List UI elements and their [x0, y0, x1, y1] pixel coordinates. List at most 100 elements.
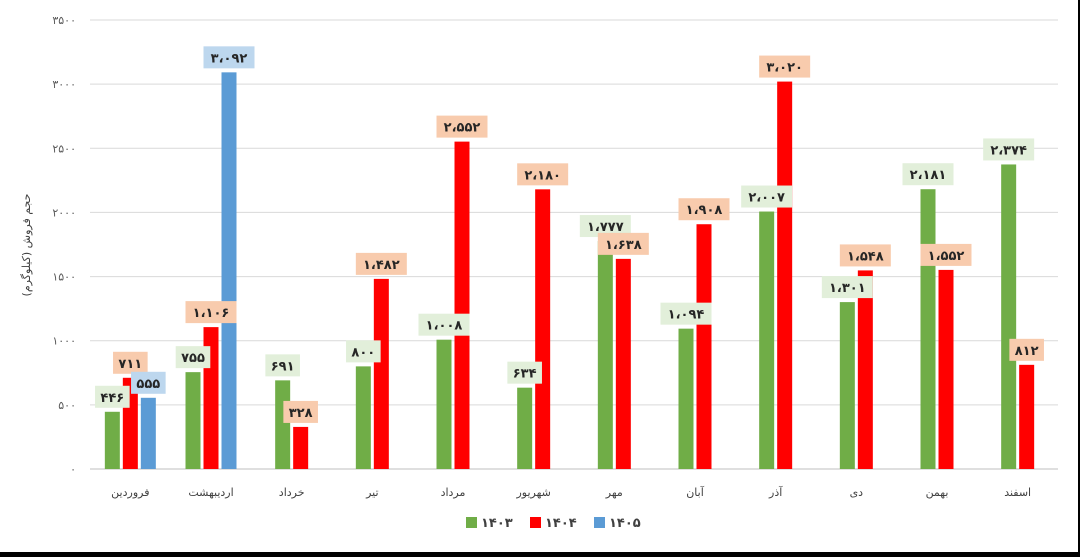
- data-label: ۱،۱۰۶: [185, 301, 237, 324]
- data-label: ۱،۳۰۱: [821, 276, 873, 299]
- bar: [938, 269, 954, 469]
- data-label-text: ۷۱۱: [118, 357, 142, 372]
- bar: [920, 189, 936, 469]
- data-label: ۲،۱۸۱: [902, 163, 954, 186]
- data-label: ۱،۶۳۸: [597, 232, 649, 255]
- bar: [454, 141, 470, 469]
- data-label-text: ۱،۰۹۴: [668, 308, 705, 323]
- y-tick-label: ۱۵۰۰: [52, 271, 76, 284]
- data-label-text: ۶۳۴: [513, 367, 537, 382]
- data-label-text: ۵۵۵: [136, 377, 160, 392]
- y-tick-label: ۰: [70, 463, 76, 476]
- bar: [1001, 164, 1017, 469]
- legend-item: ۱۴۰۵: [594, 516, 641, 531]
- x-category-label: خرداد: [279, 486, 305, 499]
- bar: [293, 426, 309, 469]
- bar: [373, 278, 389, 469]
- data-label: ۳،۰۹۲: [203, 46, 255, 69]
- data-label: ۳،۰۲۰: [759, 55, 811, 78]
- data-label: ۱،۰۰۸: [418, 313, 470, 336]
- data-label-text: ۶۹۱: [271, 359, 295, 374]
- data-label: ۶۳۴: [507, 361, 542, 384]
- data-label-box: [983, 138, 1035, 161]
- data-label-box: [185, 301, 237, 324]
- data-label: ۶۹۱: [265, 354, 300, 377]
- legend-label: ۱۴۰۴: [545, 516, 577, 531]
- data-label-text: ۸۱۲: [1015, 344, 1039, 359]
- data-label-box: [821, 276, 873, 299]
- x-category-label: فروردین: [111, 486, 149, 499]
- data-label-text: ۸۰۰: [351, 345, 375, 360]
- bar: [678, 328, 694, 469]
- data-label-text: ۱،۵۵۲: [928, 249, 965, 264]
- data-label: ۵۵۵: [131, 371, 166, 394]
- legend-label: ۱۴۰۳: [481, 516, 513, 531]
- data-label-text: ۲،۳۷۴: [990, 143, 1027, 158]
- bar: [696, 224, 712, 469]
- bar: [535, 189, 551, 469]
- data-label-box: [95, 385, 130, 408]
- data-label-text: ۱،۱۰۶: [193, 306, 230, 321]
- data-label-box: [579, 215, 631, 238]
- data-label: ۲،۵۵۲: [436, 115, 488, 138]
- data-label: ۲،۳۷۴: [983, 138, 1035, 161]
- bar: [857, 270, 873, 469]
- x-category-label: آذر: [768, 485, 783, 499]
- data-label-text: ۲،۱۸۰: [524, 168, 561, 183]
- data-label: ۴۴۶: [95, 385, 130, 408]
- data-label-text: ۱،۴۸۲: [363, 258, 400, 273]
- data-label-box: [902, 163, 954, 186]
- bar: [436, 339, 452, 469]
- legend-swatch: [466, 517, 477, 528]
- data-label-text: ۳۲۸: [289, 406, 313, 421]
- data-label-box: [920, 243, 972, 266]
- data-label-text: ۴۴۶: [100, 391, 124, 406]
- data-label-box: [759, 55, 811, 78]
- x-category-label: اسفند: [1004, 486, 1031, 499]
- y-tick-label: ۲۵۰۰: [52, 142, 76, 155]
- data-label-box: [175, 346, 211, 369]
- y-tick-label: ۳۵۰۰: [52, 14, 76, 27]
- data-label: ۷۵۵: [175, 346, 211, 369]
- data-label: ۱،۵۴۸: [839, 244, 891, 267]
- y-axis-title: حجم فروش (کیلوگرم): [20, 194, 33, 297]
- data-label: ۲،۱۸۰: [517, 163, 569, 186]
- data-label-box: [203, 46, 255, 69]
- x-category-label: تیر: [365, 486, 378, 499]
- legend-swatch: [530, 517, 541, 528]
- y-tick-label: ۲۰۰۰: [52, 206, 76, 219]
- data-label-text: ۱،۳۰۱: [829, 281, 866, 296]
- bar: [221, 72, 237, 469]
- data-label: ۱،۷۷۷: [579, 215, 631, 238]
- data-label: ۱،۵۵۲: [920, 243, 972, 266]
- gridlines: [90, 19, 1058, 470]
- bar: [185, 372, 201, 469]
- legend-swatch: [594, 517, 605, 528]
- data-label-box: [741, 185, 793, 208]
- bar: [140, 397, 156, 469]
- data-label-box: [436, 115, 488, 138]
- legend-label: ۱۴۰۵: [609, 516, 641, 531]
- data-label-box: [355, 252, 407, 275]
- data-label-box: [839, 244, 891, 267]
- bar: [615, 258, 631, 469]
- x-category-label: آبان: [686, 485, 704, 499]
- x-category-label: دی: [850, 486, 864, 499]
- data-label: ۷۱۱: [113, 351, 148, 374]
- data-label-text: ۲،۵۵۲: [444, 121, 481, 136]
- data-label-text: ۳،۰۲۰: [766, 61, 803, 76]
- data-label-box: [1009, 338, 1044, 361]
- data-label-box: [113, 351, 148, 374]
- data-label: ۸۰۰: [346, 340, 381, 363]
- data-label: ۸۱۲: [1009, 338, 1044, 361]
- data-label-text: ۲،۱۸۱: [910, 168, 947, 183]
- data-label-text: ۷۵۵: [181, 351, 205, 366]
- x-axis-categories: فروردین اردیبهشت خرداد تیر مرداد شهریور مهر آبا…: [111, 485, 1031, 499]
- y-tick-label: ۱۰۰۰: [52, 335, 76, 348]
- bar: [777, 81, 793, 469]
- bar: [275, 380, 291, 469]
- data-label: ۲،۰۰۷: [741, 185, 793, 208]
- data-label-box: [517, 163, 569, 186]
